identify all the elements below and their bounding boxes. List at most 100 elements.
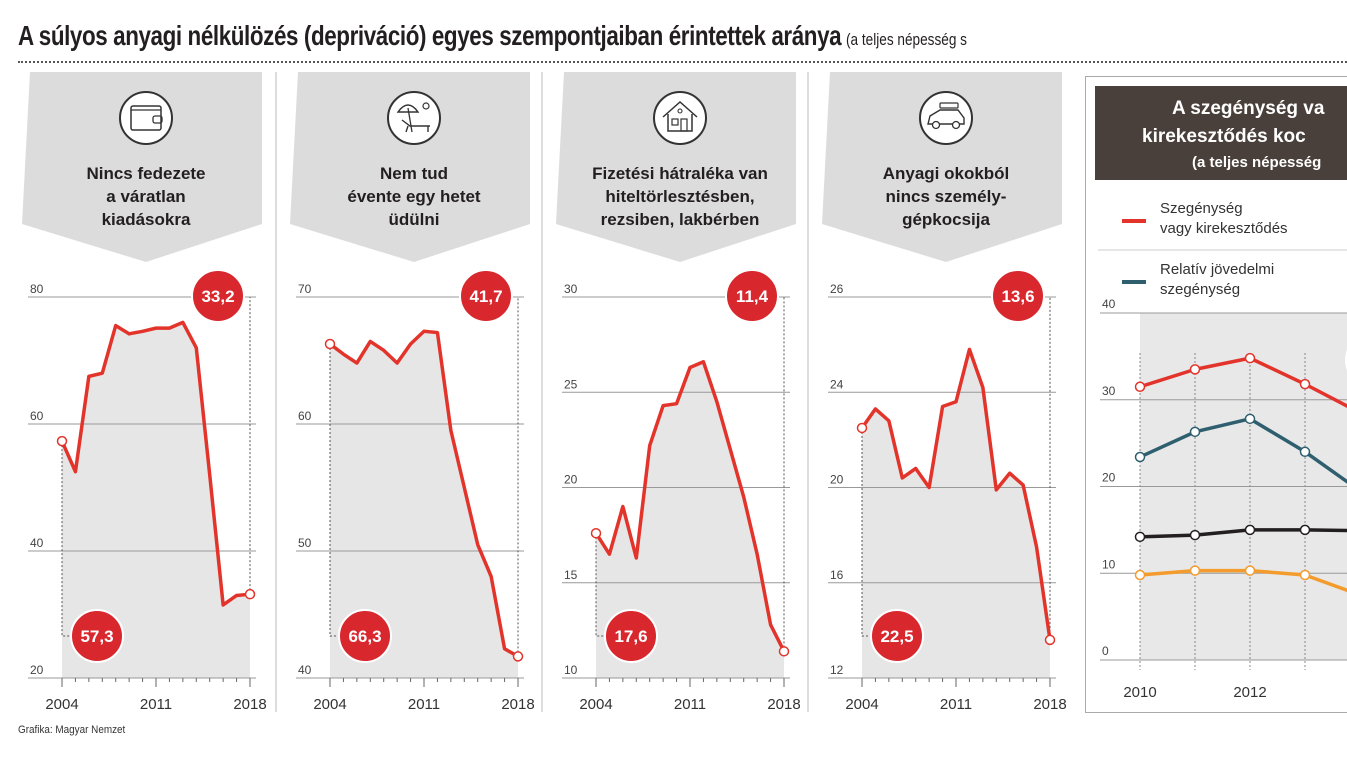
badge-circle: [991, 269, 1045, 323]
start-value-label: 22,5: [880, 627, 913, 646]
y-tick-label: 10: [564, 663, 578, 677]
panel-header: [1095, 86, 1347, 180]
y-tick-label: 20: [564, 473, 578, 487]
panel-title-line: évente egy hetet: [347, 187, 481, 206]
sun: [422, 102, 430, 110]
y-tick-label: 20: [30, 663, 44, 677]
area-fill: [862, 349, 1050, 678]
car-wheel: [931, 120, 941, 130]
start-value-label: 17,6: [614, 627, 647, 646]
legend-label: vagy kirekesztődés: [1160, 220, 1288, 237]
panel-title-line: Nem tud: [380, 164, 448, 183]
legend-label: Szegénység: [1160, 200, 1243, 217]
x-tick-label: 2011: [674, 696, 706, 713]
data-point: [1134, 381, 1146, 392]
title-divider: [18, 61, 1347, 63]
wallet-icon: [119, 91, 173, 145]
area-fill: [330, 331, 518, 678]
data-point: [1134, 569, 1146, 581]
data-point: [512, 651, 524, 662]
house-door: [680, 118, 688, 132]
y-tick-label: 30: [1102, 384, 1116, 398]
house-window: [671, 118, 679, 126]
y-tick-label: 60: [298, 409, 312, 423]
badge-circle: [459, 269, 513, 323]
data-point: [1189, 364, 1201, 375]
icon-circle: [119, 91, 173, 145]
start-value-badge: 17,6: [604, 609, 658, 663]
x-tick-label: 2004: [845, 696, 878, 713]
data-point: [324, 338, 336, 350]
header-arrow-banner: [22, 72, 262, 262]
data-line: [328, 329, 519, 658]
panel-title-line: hiteltörlesztésben,: [605, 187, 754, 206]
y-tick-label: 25: [564, 377, 578, 391]
panel-title-line: Fizetési hátraléka van: [592, 164, 768, 183]
x-tick-label: 2018: [767, 696, 800, 713]
panel-title-line: A szegénység va: [1172, 98, 1325, 119]
end-value-label: 13,6: [1001, 287, 1034, 306]
umbrella-pole: [407, 107, 413, 133]
header-arrow-banner: [822, 72, 1062, 262]
page-subtitle: (a teljes népesség s: [846, 30, 967, 49]
data-point: [1299, 569, 1311, 581]
y-tick-label: 0: [1102, 644, 1109, 658]
badge-circle: [604, 609, 658, 663]
panel-title-line: a váratlan: [106, 187, 185, 206]
data-line: [594, 360, 786, 653]
y-tick-label: 20: [1102, 471, 1116, 485]
data-point: [1299, 378, 1311, 390]
data-point: [1044, 634, 1056, 646]
start-value-badge: 66,3: [338, 609, 392, 663]
data-point: [778, 646, 790, 657]
icon-circle: [919, 91, 973, 145]
header-arrow-banner: [290, 72, 530, 262]
data-point: [1244, 352, 1256, 364]
x-tick-label: 2004: [45, 696, 78, 713]
house-round-window: [677, 108, 683, 114]
page-title: A súlyos anyagi nélkülözés (depriváció) …: [18, 20, 842, 51]
panel-title-line: rezsiben, lakbérben: [601, 210, 760, 229]
start-value-badge: 22,5: [870, 609, 924, 663]
panel-title-line: nincs személy-: [886, 187, 1007, 206]
end-value-badge: 41,7: [459, 269, 513, 323]
data-point: [1244, 413, 1256, 425]
data-line: [60, 320, 251, 607]
data-point: [1189, 529, 1201, 541]
credit-text: Grafika: Magyar Nemzet: [18, 724, 126, 736]
y-tick-label: 80: [30, 282, 44, 296]
y-tick-label: 50: [298, 536, 312, 550]
start-guide-line: [329, 343, 340, 637]
badge-circle: [870, 609, 924, 663]
data-point: [1244, 565, 1256, 576]
x-tick-label: 2004: [313, 696, 346, 713]
y-tick-label: 24: [830, 377, 844, 391]
data-point: [1299, 446, 1311, 458]
car-wheel: [951, 120, 961, 130]
x-tick-label: 2018: [233, 696, 266, 713]
data-point: [1244, 524, 1256, 536]
wallet-clasp: [152, 115, 163, 124]
chart-panel: Nincs fedezete a váratlan kiadásokra 80 60 40…: [22, 72, 267, 713]
end-value-label: 41,7: [469, 287, 502, 306]
x-tick-label: 2004: [579, 696, 612, 713]
header-arrow-banner: [556, 72, 796, 262]
start-value-label: 57,3: [80, 627, 113, 646]
y-tick-label: 12: [830, 663, 844, 677]
y-tick-label: 30: [564, 282, 578, 296]
panel-title-line: Anyagi okokból: [883, 164, 1010, 183]
end-value-label: 33,2: [201, 287, 234, 306]
house-icon: [653, 91, 707, 145]
x-tick-label: 2011: [940, 696, 972, 713]
title-block: A súlyos anyagi nélkülözés (depriváció) …: [18, 20, 967, 52]
x-tick-label: 2018: [1033, 696, 1066, 713]
icon-circle: [387, 91, 441, 145]
y-tick-label: 26: [830, 282, 844, 296]
y-tick-label: 16: [830, 568, 844, 582]
panel-title-line: Nincs fedezete: [86, 164, 205, 183]
poverty-chart-panel: A szegénység va kirekesztődés koc (a telje…: [1085, 76, 1347, 713]
end-value-badge: 13,6: [991, 269, 1045, 323]
start-value-badge: 57,3: [70, 609, 124, 663]
x-tick-label: 2012: [1233, 684, 1266, 701]
